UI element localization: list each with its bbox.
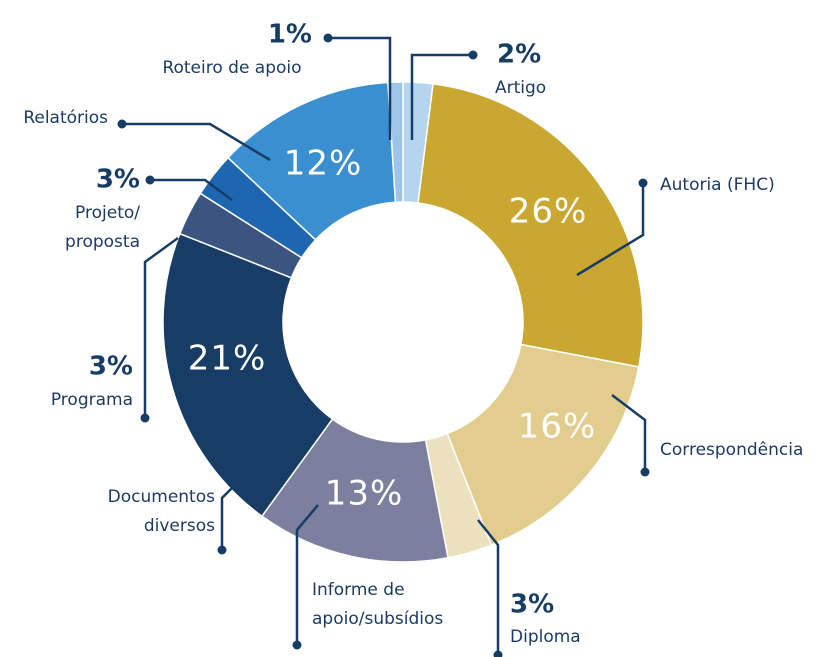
leader-dot [145, 175, 155, 185]
leader-dot [117, 119, 127, 129]
leader-dot [493, 650, 503, 657]
value-label: 16% [518, 407, 597, 447]
leader-line [328, 36, 392, 140]
slice-label: Roteiro de apoio [162, 58, 301, 78]
slice [162, 232, 334, 518]
slice [387, 81, 404, 204]
leader-dot [468, 50, 478, 60]
value-label: 3% [89, 352, 133, 382]
slice [417, 83, 644, 368]
leader-line [611, 394, 647, 472]
slice [226, 81, 397, 241]
value-label: 3% [96, 165, 140, 195]
value-label: 21% [188, 339, 267, 379]
value-label: 1% [268, 20, 312, 50]
value-label: 26% [509, 192, 588, 232]
value-label: 2% [497, 40, 541, 70]
leader-line [143, 236, 179, 418]
leader-dot [638, 178, 648, 188]
leader-line [576, 183, 645, 277]
slice-label: Projeto/proposta [65, 203, 140, 252]
slice-label: Correspondência [660, 440, 803, 460]
leader-line [220, 469, 251, 550]
leader-line [150, 178, 233, 202]
leader-dot [640, 467, 650, 477]
leader-line [477, 519, 500, 655]
slice-label: Artigo [495, 78, 546, 98]
value-label: 13% [325, 474, 404, 514]
slice-label: Programa [51, 390, 133, 410]
slice-label: Diploma [510, 627, 581, 647]
slice-label: Relatórios [23, 108, 108, 128]
slice-label: Documentos diversos [108, 487, 215, 536]
leader-dot [217, 545, 227, 555]
leader-dot [140, 413, 150, 423]
slice-label: Autoria (FHC) [660, 175, 775, 195]
value-label: 12% [284, 144, 363, 184]
leader-dot [292, 640, 302, 650]
slice-label: Informe de apoio/subsídios [312, 580, 443, 629]
leader-line [122, 122, 271, 162]
leader-dot [323, 33, 333, 43]
leader-line [410, 53, 473, 140]
leader-line [295, 504, 319, 645]
value-label: 3% [510, 590, 554, 620]
slice [260, 418, 449, 563]
